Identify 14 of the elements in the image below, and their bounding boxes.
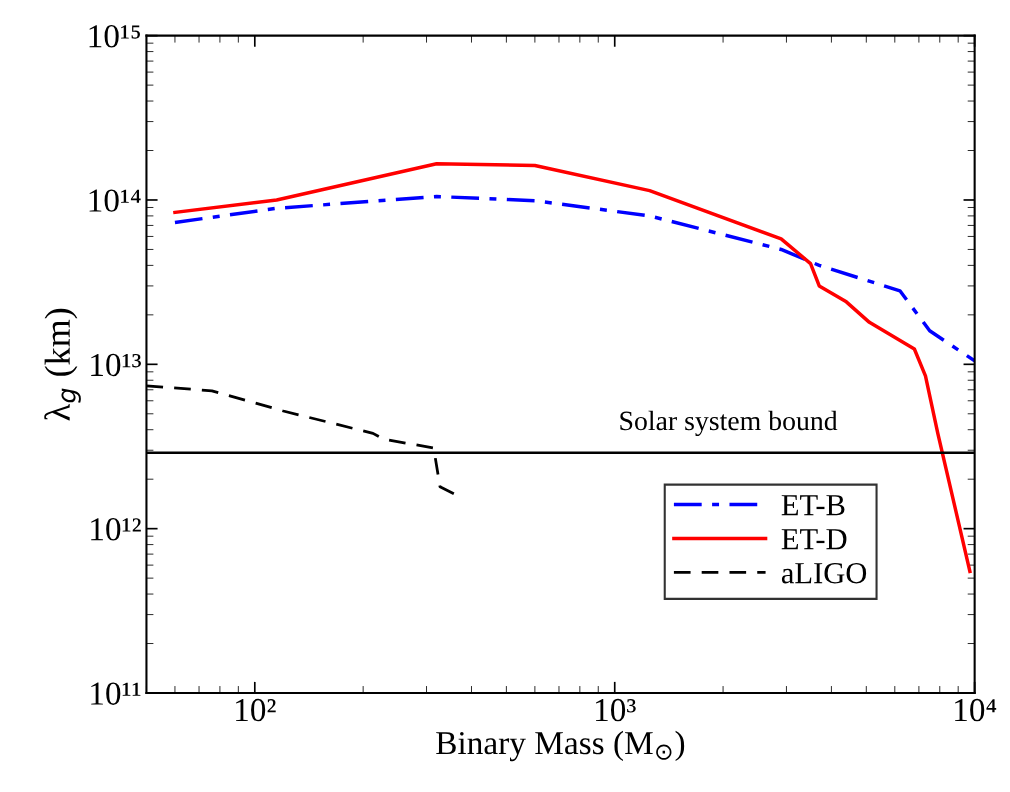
y-tick-label: 10¹² [91, 518, 141, 541]
ref-line-label: Solar system bound [620, 410, 838, 436]
y-tick-label: 10¹⁴ [89, 189, 141, 212]
x-axis-title: Binary Mass (M$_{⊙}$) [436, 730, 685, 762]
legend-label: ET-B [781, 495, 845, 516]
x-tick-label: 10² [236, 698, 276, 722]
y-tick-label: 10¹⁵ [89, 25, 140, 48]
legend-label: ET-D [781, 529, 847, 550]
y-tick-label: 10¹³ [91, 353, 141, 377]
y-tick-label: 10¹¹ [91, 682, 141, 705]
x-tick-label: 10⁴ [955, 698, 997, 722]
x-tick-label: 10³ [595, 698, 636, 722]
y-axis-title: λ$_{g}$ (km) [44, 308, 81, 421]
legend-label: aLIGO [781, 562, 867, 584]
